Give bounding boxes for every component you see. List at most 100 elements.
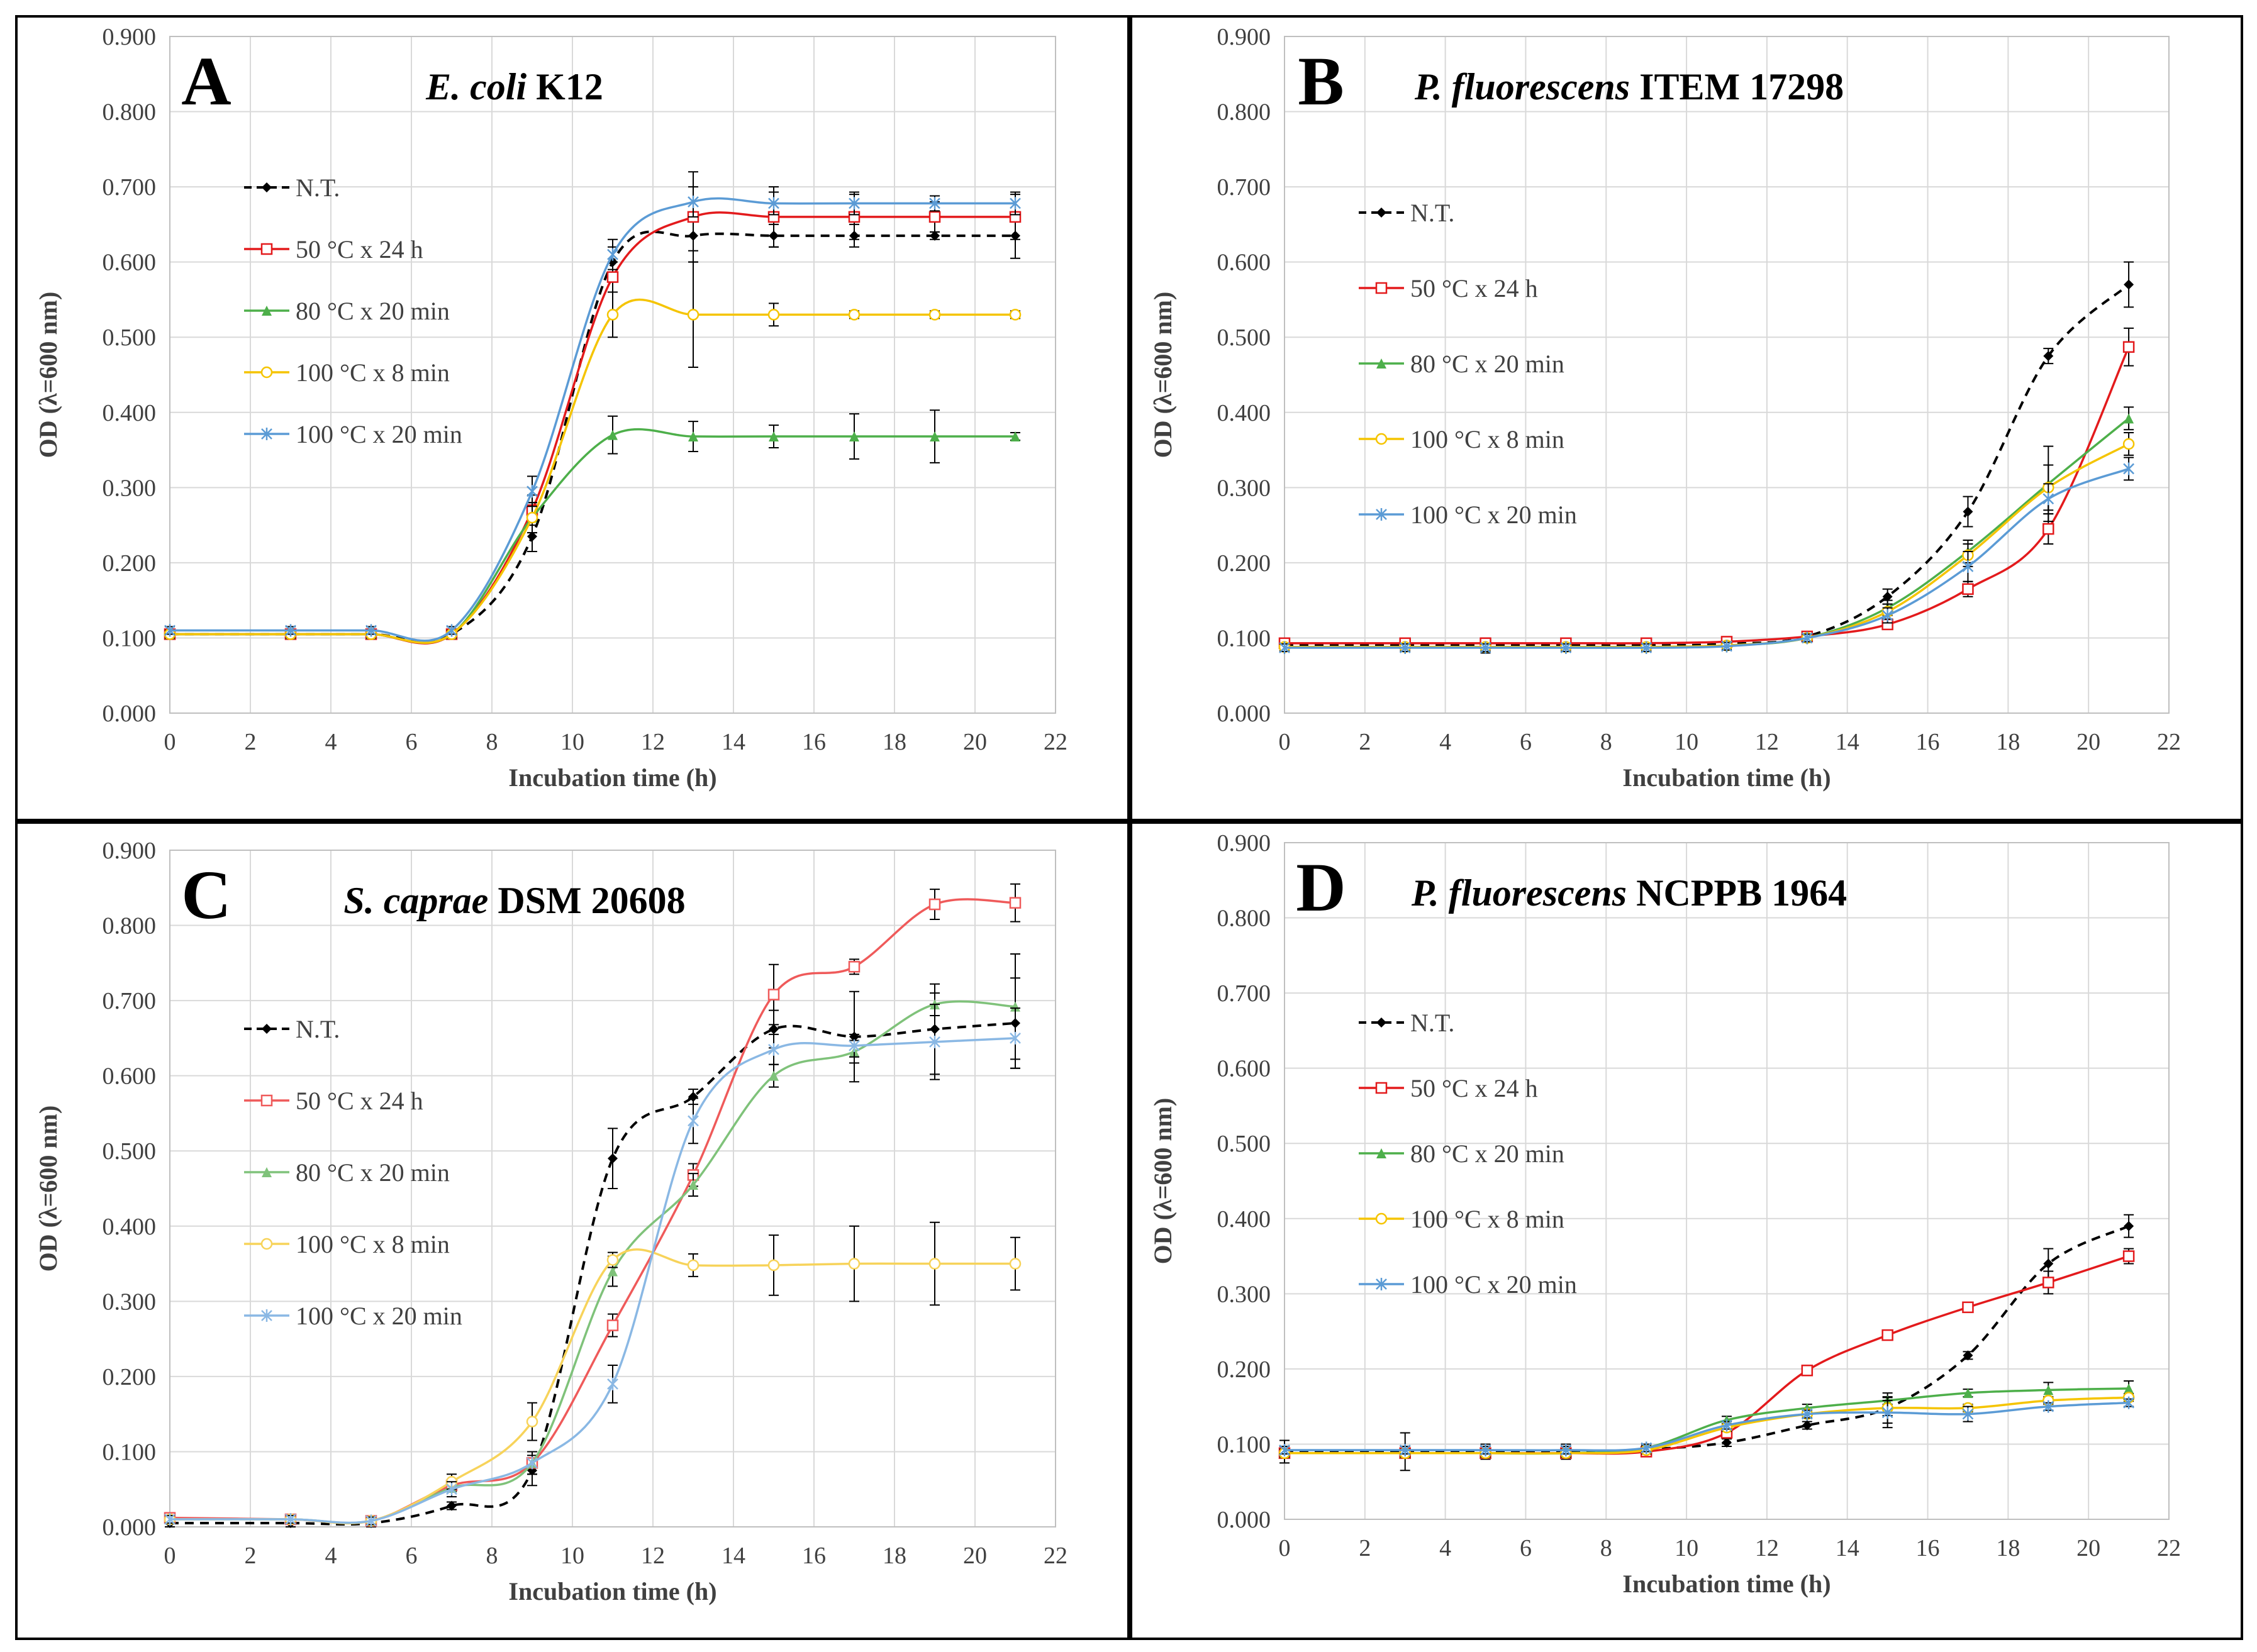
data-point (446, 1483, 457, 1496)
x-axis-label: Incubation time (h) (508, 763, 716, 792)
y-tick-label: 0.400 (103, 1214, 157, 1240)
data-point (608, 1266, 618, 1277)
y-tick-label: 0.700 (1217, 174, 1271, 201)
x-tick-label: 6 (406, 1543, 418, 1569)
data-point (1963, 1350, 1973, 1361)
plot-area-d (1284, 842, 2170, 1520)
data-point (1881, 1406, 1893, 1419)
data-point (1721, 640, 1732, 653)
data-point (767, 309, 780, 321)
x-tick-label: 12 (1755, 1535, 1779, 1561)
x-tick-label: 2 (1359, 729, 1371, 755)
legend-label: 80 °C x 20 min (1410, 350, 1564, 378)
y-tick-label: 0.000 (1217, 701, 1271, 727)
data-point (928, 211, 941, 223)
x-tick-label: 8 (486, 729, 498, 755)
legend-label: 100 °C x 20 min (1410, 501, 1577, 529)
data-point (1009, 309, 1022, 321)
chart-title-strain: NCPPB 1964 (1627, 872, 1847, 914)
legend-label: N.T. (1410, 199, 1454, 227)
x-tick-label: 16 (802, 1543, 826, 1569)
x-tick-label: 12 (1755, 729, 1779, 755)
legend-marker (260, 1238, 273, 1250)
chart-title-strain: K12 (527, 66, 603, 108)
data-point (928, 898, 941, 911)
series-b-0 (1279, 261, 2134, 654)
data-point (930, 230, 940, 241)
series-a-1 (164, 171, 1022, 645)
legend-label: 100 °C x 8 min (296, 358, 450, 387)
y-axis-label: OD (λ=600 nm) (34, 292, 62, 458)
data-point (1641, 641, 1652, 654)
x-tick-label: 20 (2076, 1535, 2100, 1561)
growth-chart-c: 0 2 4 6 8 10 12 14 16 18 20 22 0.000 0.100 0.200 0.300 0… (34, 838, 1067, 1605)
x-tick-label: 18 (1996, 1535, 2020, 1561)
x-tick-label: 12 (641, 1543, 665, 1569)
data-point (1881, 609, 1893, 622)
data-point (1962, 1301, 1974, 1314)
x-tick-label: 16 (802, 729, 826, 755)
data-point (526, 511, 538, 524)
data-point (767, 989, 780, 1001)
legend-marker (260, 1094, 273, 1107)
x-tick-label: 2 (245, 1543, 257, 1569)
x-tick-label: 0 (164, 1543, 176, 1569)
chart-title: S. caprae DSM 20608 (343, 880, 685, 921)
x-tick-label: 4 (325, 729, 337, 755)
y-tick-label: 0.100 (1217, 1431, 1271, 1458)
y-tick-label: 0.700 (103, 988, 157, 1014)
panel-letter: C (181, 856, 231, 933)
panel-letter: D (1296, 849, 1346, 926)
y-tick-label: 0.100 (103, 625, 157, 651)
panel-b: 0 2 4 6 8 10 12 14 16 18 20 22 0.000 0.100 0.200 0.300 0… (1130, 15, 2243, 821)
series-line (1284, 467, 2129, 649)
x-tick-label: 6 (1520, 1535, 1532, 1561)
legend-marker (1376, 1017, 1386, 1028)
series-line (1284, 1224, 2129, 1453)
x-tick-label: 8 (1600, 729, 1612, 755)
panel-d: 0 2 4 6 8 10 12 14 16 18 20 22 0.000 0.100 0.200 0.300 0… (1130, 821, 2243, 1640)
legend-label: N.T. (296, 1015, 340, 1043)
data-point (2043, 1258, 2054, 1269)
x-tick-label: 0 (1279, 1535, 1291, 1561)
series-c-4 (164, 1004, 1021, 1527)
data-point (928, 309, 941, 321)
legend-marker (1376, 1148, 1386, 1158)
legend-label: 50 °C x 24 h (1410, 1074, 1538, 1102)
data-point (1010, 431, 1020, 442)
chart-title-strain: ITEM 17298 (1630, 66, 1844, 108)
series-d-4 (1279, 1396, 2134, 1457)
series-b-2 (1279, 406, 2134, 652)
data-point (929, 1035, 940, 1048)
legend-marker (1375, 1082, 1388, 1094)
data-point (1399, 1444, 1411, 1457)
chart-title-species: P. fluorescens (1414, 66, 1630, 108)
y-tick-label: 0.100 (103, 1439, 157, 1465)
legend-label: 100 °C x 8 min (1410, 425, 1564, 453)
data-point (2123, 462, 2134, 475)
y-tick-label: 0.900 (103, 838, 157, 864)
panel-c: 0 2 4 6 8 10 12 14 16 18 20 22 0.000 0.100 0.200 0.300 0… (15, 821, 1130, 1640)
data-point (1801, 1365, 1814, 1377)
y-tick-label: 0.000 (103, 701, 157, 727)
x-tick-label: 14 (722, 1543, 745, 1569)
legend-label: 100 °C x 20 min (296, 420, 462, 448)
series-a-2 (165, 409, 1020, 644)
series-a-0 (165, 212, 1020, 643)
data-point (526, 1416, 538, 1427)
y-tick-label: 0.700 (1217, 980, 1271, 1007)
x-tick-label: 2 (1359, 1535, 1371, 1561)
legend-marker (261, 428, 272, 440)
data-point (606, 1319, 619, 1331)
x-axis-label: Incubation time (h) (508, 1577, 716, 1605)
x-tick-label: 20 (963, 1543, 987, 1569)
data-point (1560, 1444, 1572, 1457)
legend-marker (262, 1167, 272, 1177)
data-point (365, 1514, 377, 1527)
data-point (2124, 1221, 2134, 1231)
y-tick-label: 0.400 (1217, 400, 1271, 426)
x-tick-label: 22 (1044, 729, 1067, 755)
series-line (1285, 443, 2129, 648)
y-tick-label: 0.800 (103, 99, 157, 126)
x-tick-label: 4 (325, 1543, 337, 1569)
